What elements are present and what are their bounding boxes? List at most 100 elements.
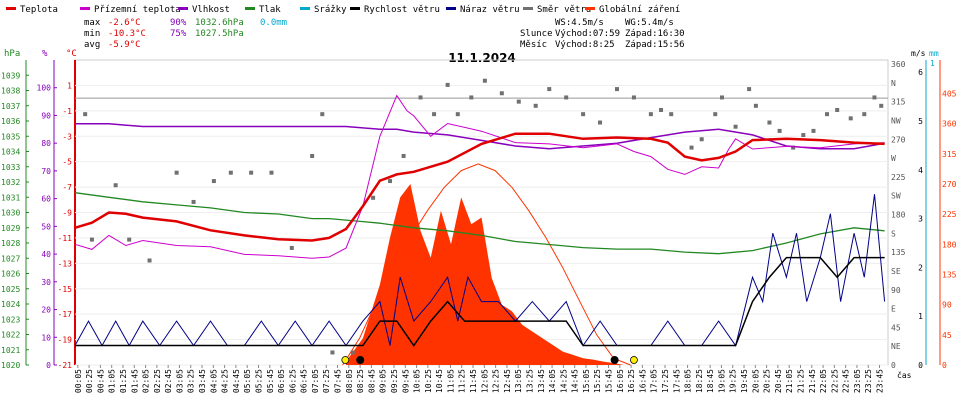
wind-direction-point [733, 124, 738, 129]
x-tick-label: 05:25 [255, 369, 264, 393]
wind-direction-point [401, 153, 406, 158]
x-tick-label: 06:45 [300, 369, 309, 393]
x-tick-label: 04:05 [209, 369, 218, 393]
x-tick-label: 01:05 [108, 369, 117, 393]
x-tick-label: 18:45 [706, 369, 715, 393]
wind-tick: 4 [918, 166, 923, 175]
direction-tick: W [891, 154, 896, 163]
x-tick-label: 05:45 [266, 369, 275, 393]
pressure-tick: 1039 [1, 71, 20, 80]
x-tick-label: 04:25 [221, 369, 230, 393]
x-tick-label: 03:25 [187, 369, 196, 393]
wind-direction-point [191, 199, 196, 204]
humidity-tick: 80 [41, 139, 51, 148]
sun-marker [341, 356, 350, 364]
x-tick-label: 09:25 [390, 369, 399, 393]
stat-moon-label: Měsíc [520, 40, 547, 50]
clear-sky-curve [342, 163, 631, 366]
direction-tick: 270 [891, 135, 906, 144]
wind-direction-point [564, 95, 569, 100]
direction-tick: 45 [891, 323, 901, 332]
temperature-tick: 1 [67, 81, 72, 90]
wind-direction-point [499, 91, 504, 96]
wind-direction-point [801, 133, 806, 138]
x-tick-label: 10:05 [413, 369, 422, 393]
legend-label: Rychlost větru [364, 5, 440, 15]
legend-swatch [178, 7, 188, 10]
wind-speed-line [75, 256, 885, 347]
solar-tick: 0 [942, 361, 947, 370]
wind-direction-point [388, 179, 393, 184]
x-tick-label: 06:25 [288, 369, 297, 393]
pressure-tick: 1025 [1, 285, 20, 294]
solar-tick: 225 [942, 210, 957, 219]
direction-tick: 135 [891, 248, 906, 257]
wind-direction-point [547, 87, 552, 92]
x-tick-label: 00:25 [85, 369, 94, 393]
humidity-tick: 100 [37, 84, 52, 93]
wind-direction-point [598, 120, 603, 125]
x-tick-label: 15:05 [582, 369, 591, 393]
temperature-tick: -15 [58, 285, 73, 294]
x-tick-label: 18:05 [684, 369, 693, 393]
x-tick-label: 14:45 [571, 369, 580, 393]
x-tick-label: 19:25 [729, 369, 738, 393]
x-tick-label: 06:05 [277, 369, 286, 393]
wind-direction-point [767, 120, 772, 125]
x-tick-label: 20:45 [774, 369, 783, 393]
x-tick-label: 10:25 [424, 369, 433, 393]
wind-direction-point [320, 112, 325, 117]
x-tick-label: 01:25 [119, 369, 128, 393]
x-tick-label: 22:25 [830, 369, 839, 393]
x-tick-label: 13:05 [514, 369, 523, 393]
humidity-line [75, 123, 885, 150]
temperature-tick: -3 [62, 132, 72, 141]
humidity-tick: 50 [41, 222, 51, 231]
wind-direction-point [848, 116, 853, 121]
wind-direction-point [83, 112, 88, 117]
wind-tick: 5 [918, 117, 923, 126]
x-tick-label: 19:05 [717, 369, 726, 393]
stat-sun-rise: Východ:07:59 [555, 29, 620, 39]
x-tick-label: 10:45 [435, 369, 444, 393]
x-tick-label: 09:05 [379, 369, 388, 393]
direction-tick: 180 [891, 211, 906, 220]
x-tick-label: 11:05 [446, 369, 455, 393]
pressure-tick: 1026 [1, 270, 20, 279]
wind-direction-point [310, 153, 315, 158]
legend-label: Náraz větru [460, 5, 520, 15]
temperature-line [74, 132, 885, 242]
humidity-tick: 30 [41, 278, 51, 287]
pressure-tick: 1027 [1, 254, 20, 263]
x-tick-label: 03:05 [175, 369, 184, 393]
legend-swatch [300, 7, 310, 10]
direction-tick: 360 [891, 60, 906, 69]
x-tick-label: 12:05 [480, 369, 489, 393]
pressure-tick: 1036 [1, 117, 20, 126]
pressure-tick: 1038 [1, 87, 20, 96]
rain-unit: mm [929, 49, 939, 58]
moon-marker [610, 356, 619, 364]
wind-direction-point [350, 350, 355, 355]
x-tick-label: 12:25 [492, 369, 501, 393]
chart-title: 11.1.2024 [448, 51, 516, 65]
x-tick-label: 21:45 [808, 369, 817, 393]
direction-tick: 90 [891, 286, 901, 295]
solar-tick: 360 [942, 120, 957, 129]
pressure-tick: 1033 [1, 163, 20, 172]
rain-tick: 1 [930, 59, 935, 68]
legend-swatch [446, 7, 456, 10]
wind-direction-point [127, 237, 132, 242]
wind-tick: 2 [918, 263, 923, 272]
x-tick-label: 00:05 [74, 369, 83, 393]
wind-direction-point [113, 183, 118, 188]
pressure-tick: 1020 [1, 361, 20, 370]
temperature-tick: -1 [62, 107, 72, 116]
wind-direction-point [747, 87, 752, 92]
stat-min-temp: -10.3°C [108, 29, 146, 39]
temperature-tick: -7 [62, 183, 72, 192]
stats-panel: max -2.6°C 90% 1032.6hPa 0.0mm min -10.3… [84, 18, 685, 50]
x-tick-label: 23:05 [853, 369, 862, 393]
x-tick-label: 08:45 [367, 369, 376, 393]
x-tick-label: 15:45 [605, 369, 614, 393]
